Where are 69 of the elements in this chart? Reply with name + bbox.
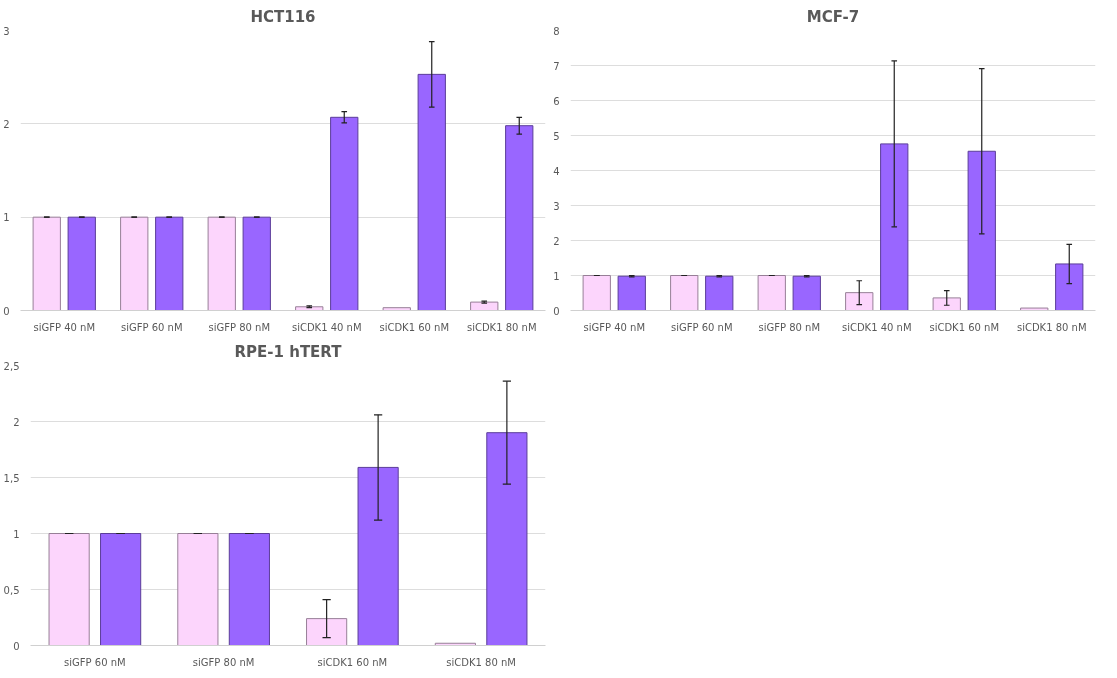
- x-tick-label: siGFP 80 nM: [208, 321, 271, 333]
- y-tick-label: 5: [553, 130, 560, 142]
- y-tick-label: 2: [553, 235, 560, 247]
- bar: [757, 275, 786, 311]
- bar: [100, 533, 142, 646]
- bar: [207, 216, 236, 311]
- bar: [155, 216, 184, 311]
- y-tick-label: 4: [553, 165, 560, 177]
- x-tick-label: siGFP 60 nM: [120, 321, 183, 333]
- y-tick-label: 1: [13, 528, 20, 540]
- y-tick-label: 2: [13, 416, 20, 428]
- bar: [67, 216, 96, 311]
- y-tick-label: 8: [553, 25, 560, 37]
- x-tick-label: siCDK1 80 nM: [1016, 321, 1087, 333]
- bar: [705, 275, 734, 311]
- bar: [1055, 263, 1084, 311]
- x-tick-label: siGFP 60 nM: [64, 656, 126, 668]
- bar: [242, 216, 271, 311]
- chart-title: MCF-7: [806, 7, 860, 26]
- chart-title: HCT116: [250, 7, 316, 26]
- x-tick-label: siCDK1 40 nM: [841, 321, 912, 333]
- y-tick-label: 0,5: [3, 584, 20, 596]
- bar: [177, 533, 219, 646]
- bar: [120, 216, 149, 311]
- bar: [32, 216, 61, 311]
- y-tick-label: 1: [3, 212, 10, 224]
- bar: [486, 432, 528, 646]
- bar: [295, 306, 324, 311]
- x-tick-label: siCDK1 60 nM: [317, 656, 388, 668]
- chart-title: RPE-1 hTERT: [234, 342, 343, 361]
- bar: [357, 466, 399, 646]
- y-tick-label: 0: [3, 305, 10, 317]
- bar: [792, 275, 821, 311]
- bar: [932, 297, 961, 311]
- y-tick-label: 2,5: [3, 360, 20, 372]
- bar: [967, 150, 996, 311]
- y-tick-label: 3: [3, 25, 10, 37]
- y-tick-label: 1: [553, 270, 560, 282]
- bar: [48, 533, 90, 646]
- bar: [845, 292, 874, 311]
- x-tick-label: siCDK1 80 nM: [446, 656, 516, 668]
- x-tick-label: siCDK1 60 nM: [929, 321, 1000, 333]
- x-tick-label: siGFP 80 nM: [192, 656, 255, 668]
- bar: [382, 307, 411, 311]
- bar: [582, 275, 611, 311]
- y-tick-label: 1,5: [3, 472, 20, 484]
- bar: [470, 301, 499, 311]
- bar: [228, 533, 270, 646]
- y-tick-label: 2: [3, 118, 10, 130]
- y-tick-label: 3: [553, 200, 560, 212]
- y-tick-label: 0: [553, 305, 560, 317]
- bar: [306, 618, 348, 646]
- x-tick-label: siGFP 60 nM: [670, 321, 733, 333]
- x-tick-label: siCDK1 40 nM: [291, 321, 362, 333]
- bar: [1020, 307, 1049, 311]
- x-tick-label: siGFP 40 nM: [33, 321, 96, 333]
- bar: [417, 73, 446, 311]
- x-tick-label: siCDK1 80 nM: [466, 321, 537, 333]
- x-tick-label: siGFP 40 nM: [583, 321, 646, 333]
- bar: [505, 125, 534, 311]
- y-tick-label: 6: [553, 95, 560, 107]
- x-tick-label: siCDK1 60 nM: [379, 321, 450, 333]
- x-tick-label: siGFP 80 nM: [758, 321, 821, 333]
- bar: [617, 275, 646, 311]
- bar: [670, 275, 699, 311]
- bar: [330, 116, 359, 311]
- y-tick-label: 0: [13, 640, 20, 652]
- bar: [880, 143, 909, 311]
- y-tick-label: 7: [553, 60, 560, 72]
